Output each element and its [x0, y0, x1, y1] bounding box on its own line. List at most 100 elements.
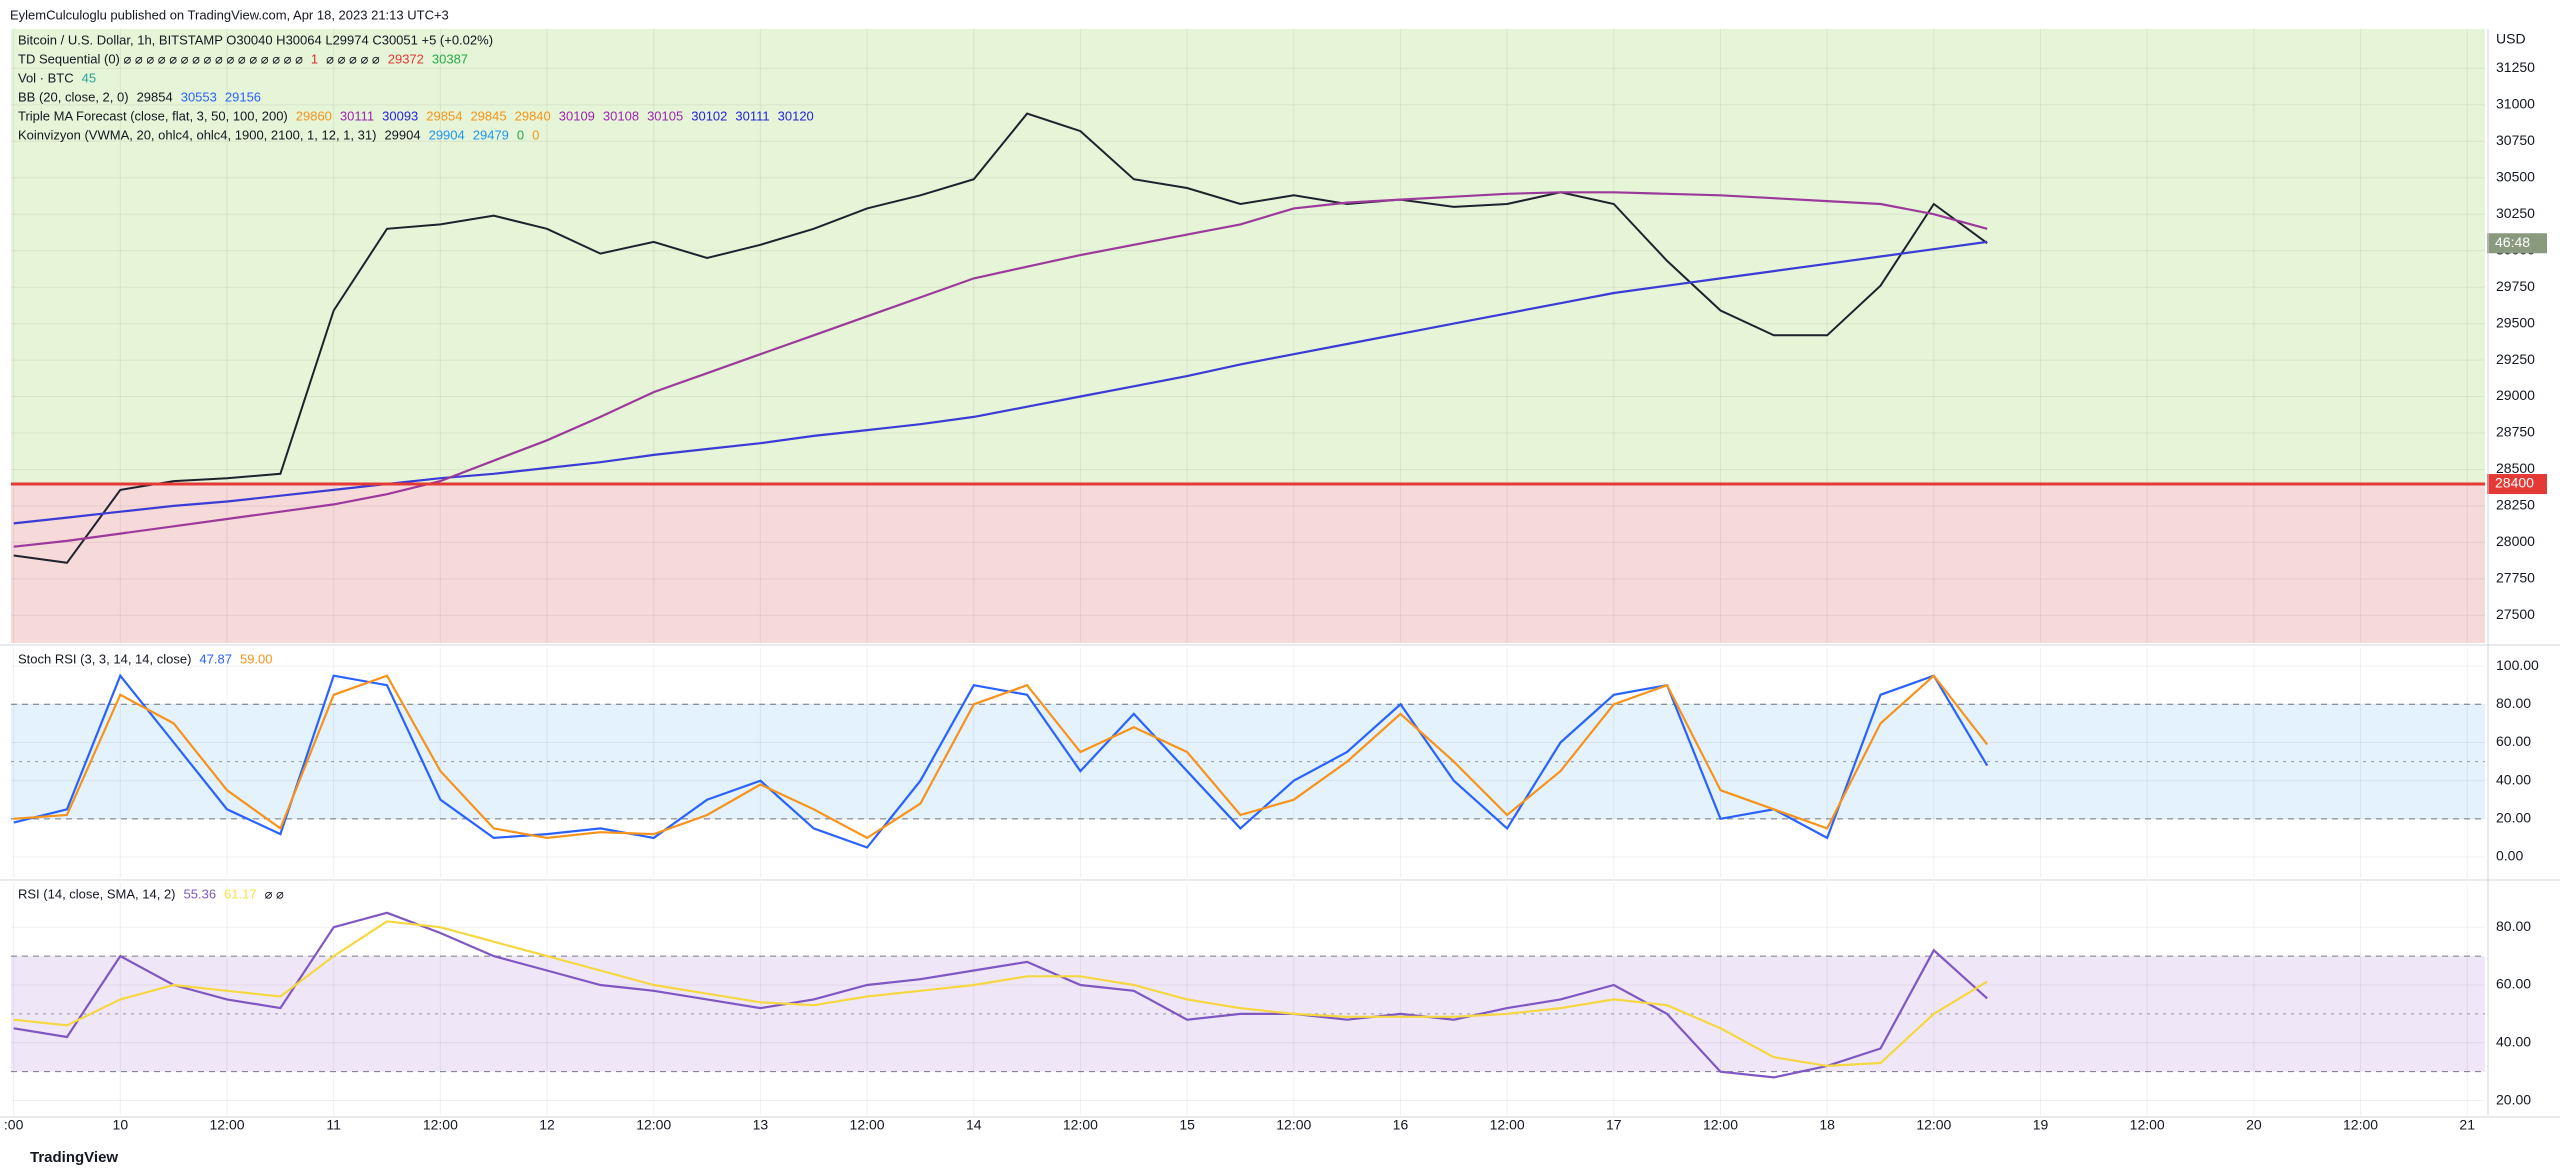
- legend-text: 30111: [340, 108, 374, 123]
- legend-text: ⌀ ⌀: [265, 886, 284, 901]
- y-tick-label: 29000: [2496, 387, 2535, 403]
- y-tick-label: 80.00: [2496, 695, 2531, 711]
- x-tick-label: 12: [539, 1117, 555, 1133]
- legend-text: 0: [532, 127, 539, 142]
- y-tick-label: 28250: [2496, 497, 2535, 513]
- y-tick-label: 40.00: [2496, 1033, 2531, 1049]
- legend-text: 61.17: [224, 886, 257, 901]
- x-tick-label: 10: [113, 1117, 129, 1133]
- legend-text: 30553: [181, 89, 217, 104]
- x-tick-label: 12:00: [850, 1117, 885, 1133]
- x-tick-label: 21: [2459, 1117, 2475, 1133]
- legend-text: Koinvizyon (VWMA, 20, ohlc4, ohlc4, 1900…: [18, 127, 376, 142]
- countdown: 46:48: [2495, 234, 2530, 250]
- series-line: [13, 112, 1988, 564]
- y-tick-label: 28750: [2496, 424, 2535, 440]
- legend-text: 45: [82, 70, 96, 85]
- zone-below: [11, 484, 2485, 643]
- x-tick-label: 12:00: [636, 1117, 671, 1133]
- y-tick-label: 29250: [2496, 351, 2535, 367]
- legend-text: 30105: [647, 108, 683, 123]
- legend-text: 29854: [137, 89, 173, 104]
- y-tick-label: 31250: [2496, 59, 2535, 75]
- legend-text: 30102: [691, 108, 727, 123]
- legend-text: 29479: [473, 127, 509, 142]
- series-line: [13, 674, 1989, 840]
- y-unit: USD: [2496, 31, 2526, 47]
- legend-text: 29904: [429, 127, 465, 142]
- y-tick-label: 0.00: [2496, 848, 2523, 864]
- series-line: [13, 240, 1988, 525]
- legend-text: 30111: [735, 108, 769, 123]
- y-tick-label: 30500: [2496, 168, 2535, 184]
- countdown-box: [2487, 233, 2547, 254]
- y-tick-label: 29500: [2496, 314, 2535, 330]
- series-line: [13, 673, 1989, 849]
- legend-text: Bitcoin / U.S. Dollar, 1h, BITSTAMP O300…: [18, 32, 493, 47]
- level-label-box: [2487, 474, 2547, 495]
- x-tick-label: 12:00: [1703, 1117, 1738, 1133]
- legend-text: 47.87: [199, 651, 232, 666]
- y-tick-label: 20.00: [2496, 1091, 2531, 1107]
- legend-text: 30108: [603, 108, 639, 123]
- zone-above: [11, 29, 2485, 485]
- x-tick-label: 12:00: [423, 1117, 458, 1133]
- legend-text: 29372: [388, 51, 424, 66]
- legend-text: 29904: [384, 127, 420, 142]
- x-tick-label: 16: [1393, 1117, 1409, 1133]
- y-tick-label: 28500: [2496, 460, 2535, 476]
- legend-text: Vol · BTC: [18, 70, 74, 85]
- legend-text: RSI (14, close, SMA, 14, 2): [18, 886, 176, 901]
- y-tick-label: 40.00: [2496, 771, 2531, 787]
- y-tick-label: 29750: [2496, 278, 2535, 294]
- legend-text: Stoch RSI (3, 3, 14, 14, close): [18, 651, 191, 666]
- legend-text: ⌀ ⌀ ⌀ ⌀ ⌀: [326, 51, 380, 66]
- x-tick-label: 12:00: [1276, 1117, 1311, 1133]
- y-tick-label: 80.00: [2496, 918, 2531, 934]
- x-tick-label: 15: [1179, 1117, 1195, 1133]
- legend-text: 30093: [382, 108, 418, 123]
- x-tick-label: :00: [4, 1117, 24, 1133]
- y-tick-label: 27500: [2496, 606, 2535, 622]
- footer-brand: TradingView: [30, 1149, 118, 1166]
- legend-text: 30120: [778, 108, 814, 123]
- legend-text: 30109: [559, 108, 595, 123]
- y-tick-label: 30750: [2496, 132, 2535, 148]
- legend-text: Triple MA Forecast (close, flat, 3, 50, …: [18, 108, 288, 123]
- x-tick-label: 12:00: [2343, 1117, 2378, 1133]
- x-tick-label: 11: [326, 1117, 341, 1133]
- series-line: [13, 191, 1988, 548]
- legend-text: 29840: [515, 108, 551, 123]
- y-tick-label: 27750: [2496, 570, 2535, 586]
- y-tick-label: 30250: [2496, 205, 2535, 221]
- legend-text: 30387: [432, 51, 468, 66]
- legend-text: 29156: [225, 89, 261, 104]
- legend-text: 29845: [470, 108, 506, 123]
- legend-text: 29860: [296, 108, 332, 123]
- series-line: [13, 920, 1988, 1068]
- x-tick-label: 19: [2033, 1117, 2049, 1133]
- legend-text: TD Sequential (0) ⌀ ⌀ ⌀ ⌀ ⌀ ⌀ ⌀ ⌀ ⌀ ⌀ ⌀ …: [18, 51, 303, 66]
- x-tick-label: 12:00: [1490, 1117, 1525, 1133]
- y-tick-label: 20.00: [2496, 810, 2531, 826]
- x-tick-label: 18: [1819, 1117, 1835, 1133]
- legend-text: 0: [517, 127, 524, 142]
- legend-text: 55.36: [184, 886, 217, 901]
- y-tick-label: 28000: [2496, 533, 2535, 549]
- y-tick-label: 100.00: [2496, 657, 2539, 673]
- x-tick-label: 12:00: [2130, 1117, 2165, 1133]
- x-tick-label: 13: [753, 1117, 769, 1133]
- y-tick-label: 60.00: [2496, 733, 2531, 749]
- band-fill: [11, 704, 2485, 819]
- x-tick-label: 20: [2246, 1117, 2262, 1133]
- x-tick-label: 12:00: [1916, 1117, 1951, 1133]
- legend-text: 59.00: [240, 651, 273, 666]
- legend-text: 1: [311, 51, 318, 66]
- publisher: EylemCulculoglu published on TradingView…: [10, 7, 449, 22]
- x-tick-label: 12:00: [1063, 1117, 1098, 1133]
- legend-text: 29854: [426, 108, 462, 123]
- x-tick-label: 17: [1606, 1117, 1622, 1133]
- level-label: 28400: [2495, 475, 2534, 491]
